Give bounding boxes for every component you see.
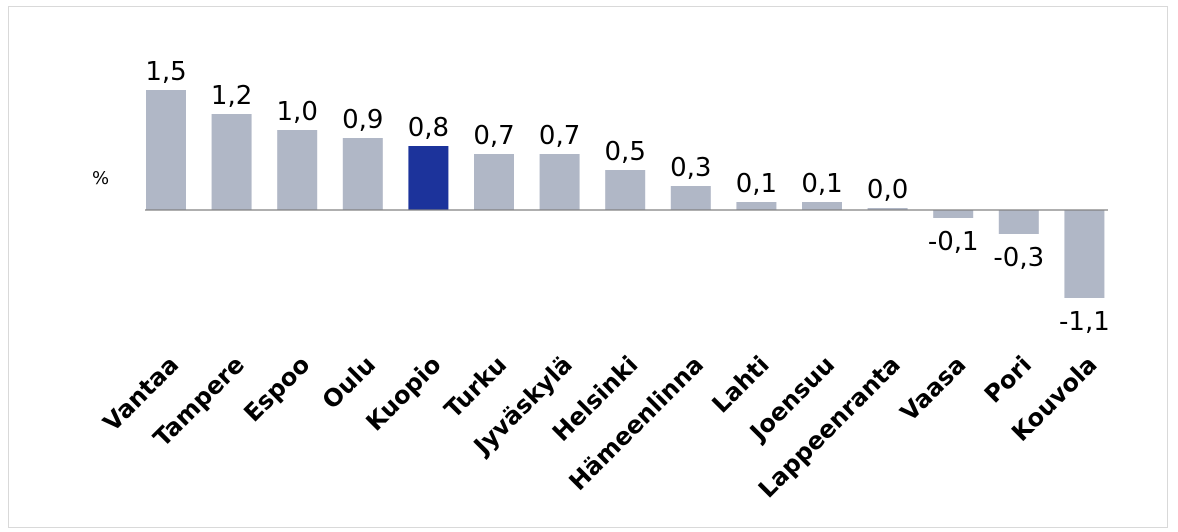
value-label-joensuu: 0,1	[801, 169, 842, 199]
value-label-helsinki: 0,5	[605, 137, 646, 167]
value-labels-layer: 1,5 1,2 1,0 0,9 0,8 0,7 0,7 0,5 0,3 0,1 0,1 0,0 -0,1…	[145, 57, 1109, 337]
value-label-hameenlinna: 0,3	[670, 153, 711, 183]
value-label-tampere: 1,2	[211, 81, 252, 111]
bar-joensuu	[802, 202, 842, 210]
value-label-espoo: 1,0	[277, 97, 318, 127]
value-label-lahti: 0,1	[736, 169, 777, 199]
bar-hameenlinna	[670, 186, 711, 210]
bar-turku	[474, 154, 514, 210]
bar-espoo	[277, 130, 318, 210]
value-label-pori: -0,3	[993, 243, 1044, 273]
bar-vantaa	[146, 90, 186, 210]
y-unit-label: %	[92, 168, 109, 189]
value-label-turku: 0,7	[473, 121, 514, 151]
bar-jyvaskyla	[539, 154, 580, 210]
bar-kouvola	[1064, 210, 1105, 298]
bar-vaasa	[933, 210, 974, 218]
value-label-vantaa: 1,5	[145, 57, 186, 87]
value-label-jyvaskyla: 0,7	[539, 121, 580, 151]
value-label-vaasa: -0,1	[928, 227, 979, 257]
bar-oulu	[342, 138, 383, 210]
category-label-pori: Pori	[979, 350, 1037, 408]
category-label-espoo: Espoo	[238, 350, 315, 427]
value-label-kuopio: 0,8	[408, 113, 449, 143]
value-label-oulu: 0,9	[342, 105, 383, 135]
chart-frame	[8, 6, 1168, 528]
bar-lahti	[736, 202, 777, 210]
bar-lappeenranta	[867, 208, 908, 210]
bars-layer	[146, 90, 1105, 298]
bar-tampere	[211, 114, 252, 210]
category-label-vaasa: Vaasa	[895, 350, 971, 426]
bar-pori	[998, 210, 1039, 234]
bar-kuopio	[408, 146, 449, 210]
value-label-kouvola: -1,1	[1059, 307, 1110, 337]
bar-helsinki	[605, 170, 646, 210]
value-label-lappeenranta: 0,0	[867, 175, 908, 205]
